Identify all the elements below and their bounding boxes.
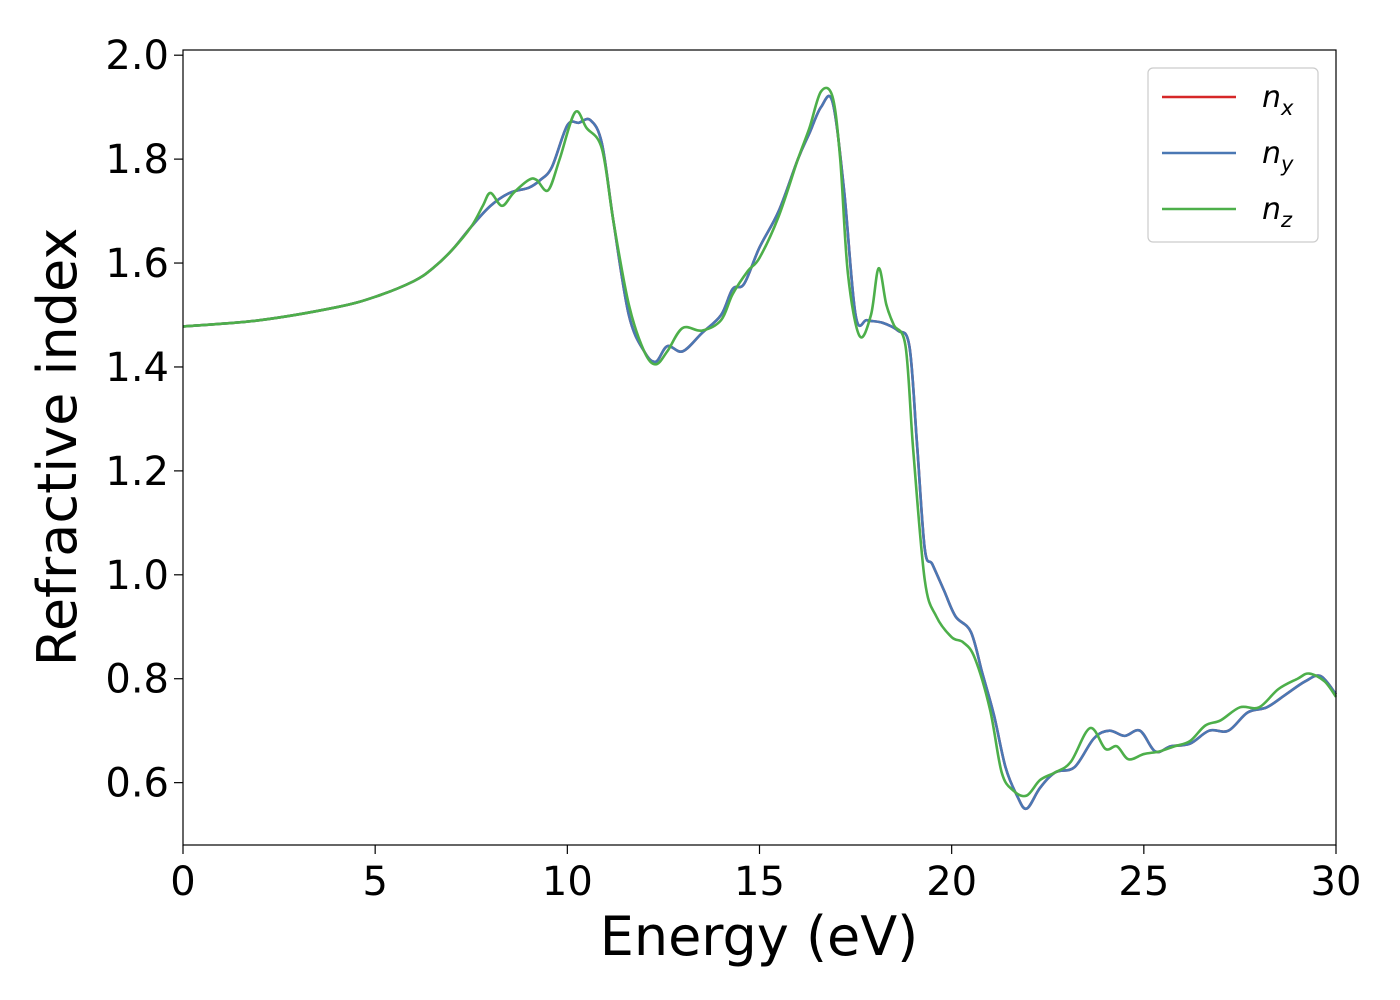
legend: nx ny nz <box>1147 67 1319 243</box>
y-tick-label: 0.8 <box>105 657 169 703</box>
y-axis-title: Refractive index <box>26 228 89 667</box>
x-tick-label: 10 <box>542 859 593 905</box>
x-tick-label: 30 <box>1311 859 1362 905</box>
y-tick-label: 0.6 <box>105 761 169 807</box>
series-line-nz <box>182 86 1338 798</box>
y-axis-ticks: 0.6 0.8 1.0 1.2 1.4 1.6 1.8 2.0 <box>105 33 183 807</box>
series-line-ny <box>182 94 1338 811</box>
x-tick-label: 0 <box>170 859 195 905</box>
y-tick-label: 2.0 <box>105 33 169 79</box>
y-tick-label: 1.2 <box>105 449 169 495</box>
x-tick-label: 20 <box>926 859 977 905</box>
legend-label-ny: ny <box>1262 136 1294 176</box>
x-tick-label: 25 <box>1118 859 1169 905</box>
legend-label-nx: nx <box>1262 80 1294 120</box>
legend-box <box>1147 67 1319 243</box>
y-tick-label: 1.6 <box>105 241 169 287</box>
series-layer <box>182 86 1338 811</box>
y-tick-label: 1.0 <box>105 553 169 599</box>
x-axis-ticks: 0 5 10 15 20 25 30 <box>170 845 1361 905</box>
legend-label-nz: nz <box>1262 192 1293 232</box>
plot-area <box>183 50 1336 845</box>
x-tick-label: 5 <box>362 859 387 905</box>
y-tick-label: 1.8 <box>105 137 169 183</box>
y-tick-label: 1.4 <box>105 345 169 391</box>
x-tick-label: 15 <box>734 859 785 905</box>
x-axis-title: Energy (eV) <box>600 905 919 968</box>
